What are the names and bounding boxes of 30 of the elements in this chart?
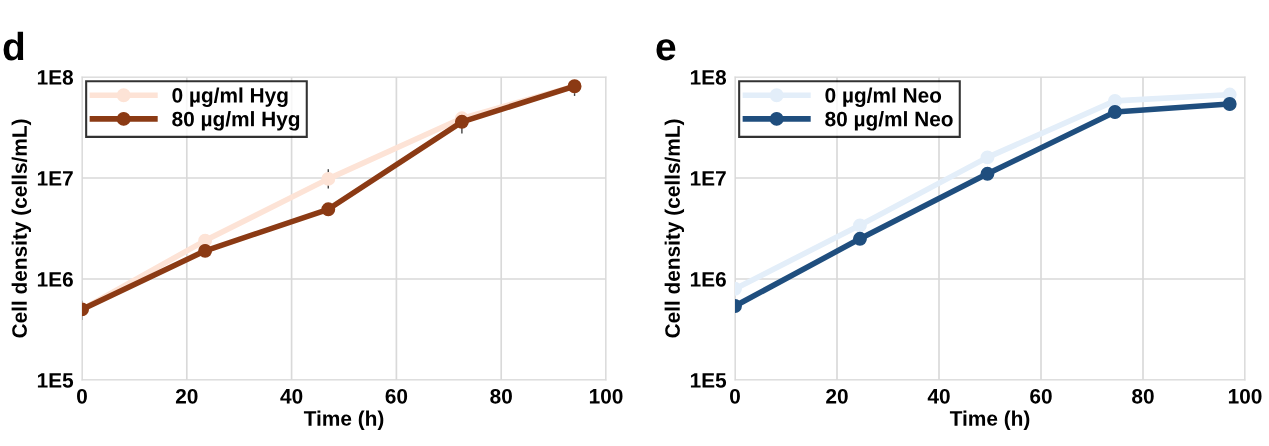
x-tick-label: 0 [730,388,740,404]
x-tick-label: 100 [589,388,623,404]
legend-label: 80 µg/ml Hyg [172,111,300,131]
x-tick-label: 40 [280,388,303,404]
y-tick-label: 1E7 [37,171,73,186]
y-tick-label: 1E8 [37,70,74,85]
y-tick-label: 1E5 [37,373,74,388]
legend-label: 0 µg/ml Hyg [172,87,288,107]
legend-label: 80 µg/ml Neo [825,111,953,131]
x-tick-label: 80 [490,388,512,404]
y-tick-label: 1E6 [37,272,73,287]
y-axis-title: Cell density (cells/mL) [11,119,32,338]
x-tick-label: 40 [927,388,950,404]
y-tick-label: 1E7 [690,171,726,186]
chart-title: d [3,31,24,61]
x-tick-label: 20 [175,388,198,404]
x-axis-title: Time (h) [949,410,1030,430]
x-tick-label: 20 [826,388,848,404]
legend-label: 0 µg/ml Neo [825,87,942,107]
x-axis-title: Time (h) [303,410,384,430]
x-tick-label: 100 [1228,388,1262,404]
y-tick-label: 1E5 [690,373,727,388]
chart-title: e [656,39,676,61]
x-tick-label: 60 [1030,388,1052,404]
x-tick-label: 0 [77,388,87,404]
x-tick-label: 80 [1132,388,1154,404]
x-tick-label: 60 [385,388,408,404]
y-tick-label: 1E8 [690,70,727,85]
y-tick-label: 1E6 [690,272,726,287]
y-axis-title: Cell density (cells/mL) [664,119,685,338]
